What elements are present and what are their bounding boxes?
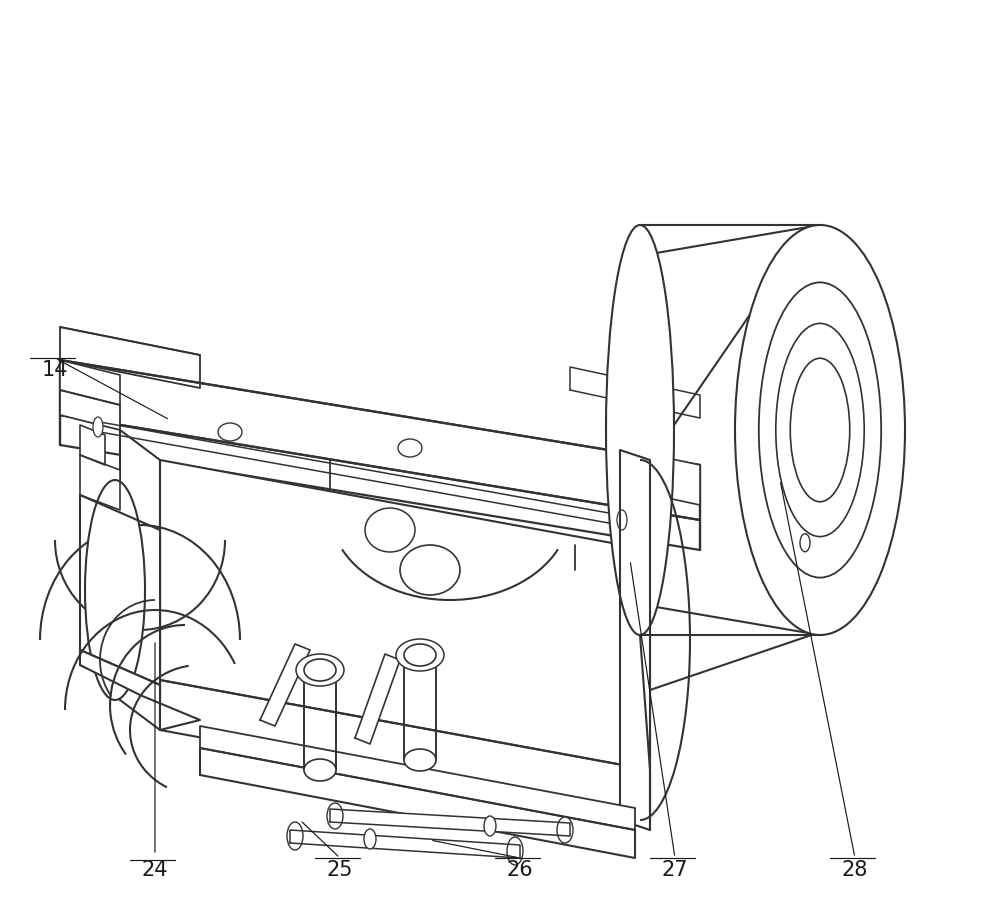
Ellipse shape xyxy=(364,829,376,849)
Polygon shape xyxy=(60,360,700,520)
Ellipse shape xyxy=(404,644,436,666)
Ellipse shape xyxy=(617,510,627,530)
Polygon shape xyxy=(120,430,160,730)
Ellipse shape xyxy=(735,225,905,635)
Polygon shape xyxy=(630,450,700,505)
Polygon shape xyxy=(80,650,160,700)
Ellipse shape xyxy=(790,359,850,502)
Ellipse shape xyxy=(85,480,145,700)
Ellipse shape xyxy=(484,816,496,836)
Ellipse shape xyxy=(327,803,343,829)
Ellipse shape xyxy=(606,225,674,635)
Polygon shape xyxy=(330,809,570,836)
Ellipse shape xyxy=(218,423,242,441)
Ellipse shape xyxy=(404,749,436,771)
Polygon shape xyxy=(355,654,400,744)
Text: 25: 25 xyxy=(327,860,353,880)
Ellipse shape xyxy=(296,654,344,686)
Polygon shape xyxy=(260,644,310,726)
Polygon shape xyxy=(60,327,200,388)
Ellipse shape xyxy=(776,323,864,537)
Ellipse shape xyxy=(398,439,422,457)
Text: 26: 26 xyxy=(507,860,533,880)
Polygon shape xyxy=(80,650,200,730)
Polygon shape xyxy=(620,450,650,830)
Polygon shape xyxy=(290,830,520,858)
Polygon shape xyxy=(60,415,700,550)
Polygon shape xyxy=(60,390,120,430)
Ellipse shape xyxy=(304,659,336,681)
Polygon shape xyxy=(160,460,650,770)
Polygon shape xyxy=(60,360,120,405)
Ellipse shape xyxy=(396,639,444,671)
Ellipse shape xyxy=(400,545,460,595)
Ellipse shape xyxy=(759,282,881,577)
Polygon shape xyxy=(80,425,105,465)
Polygon shape xyxy=(80,495,160,685)
Ellipse shape xyxy=(304,759,336,781)
Polygon shape xyxy=(200,748,635,858)
Ellipse shape xyxy=(365,508,415,552)
Text: 24: 24 xyxy=(142,860,168,880)
Text: 14: 14 xyxy=(42,360,68,380)
Polygon shape xyxy=(160,680,650,820)
Text: 28: 28 xyxy=(842,860,868,880)
Polygon shape xyxy=(570,367,700,418)
Polygon shape xyxy=(200,726,635,830)
Ellipse shape xyxy=(93,417,103,437)
Text: 27: 27 xyxy=(662,860,688,880)
Ellipse shape xyxy=(287,822,303,850)
Ellipse shape xyxy=(557,817,573,843)
Ellipse shape xyxy=(800,534,810,552)
Ellipse shape xyxy=(507,837,523,865)
Polygon shape xyxy=(80,455,120,510)
